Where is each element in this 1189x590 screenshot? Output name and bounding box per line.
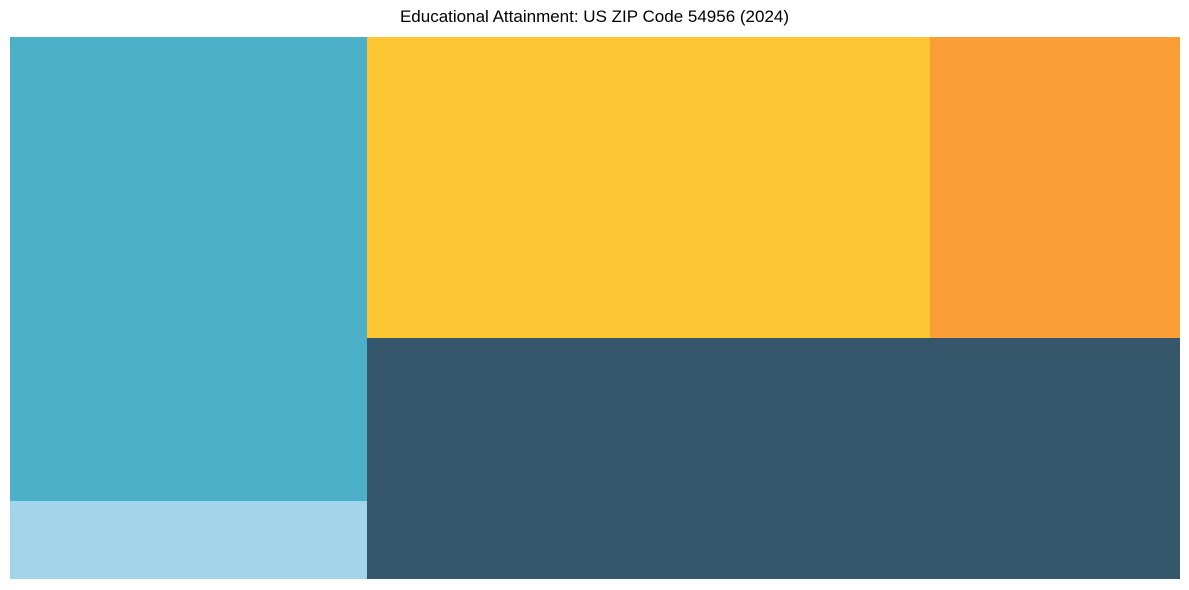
- treemap: [10, 37, 1180, 579]
- treemap-tile-orange-block[interactable]: [930, 37, 1180, 338]
- treemap-tile-light-blue-block[interactable]: [10, 501, 367, 579]
- treemap-tile-dark-slate-block[interactable]: [367, 338, 1180, 579]
- chart-title: Educational Attainment: US ZIP Code 5495…: [399, 7, 790, 26]
- treemap-tile-teal-block[interactable]: [10, 37, 367, 501]
- treemap-tile-yellow-block[interactable]: [367, 37, 930, 338]
